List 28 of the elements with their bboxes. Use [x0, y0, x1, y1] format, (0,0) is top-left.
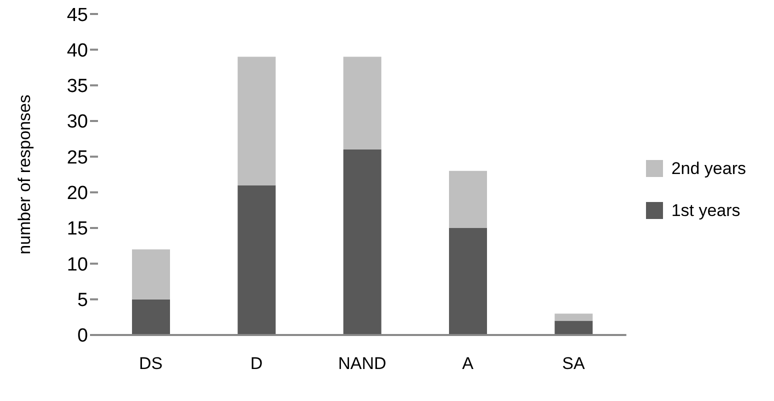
x-tick-label: DS	[139, 354, 163, 374]
y-tick-label: 20	[66, 183, 88, 204]
bar	[132, 249, 170, 300]
bar	[343, 56, 382, 150]
y-tick-label: 35	[66, 76, 88, 98]
y-tick-label: 45	[66, 4, 88, 26]
bar	[448, 170, 487, 228]
x-tick-label: A	[462, 354, 474, 374]
bar	[238, 185, 276, 335]
x-tick-label: D	[250, 354, 263, 374]
y-tick-label: 40	[66, 40, 88, 62]
y-tick-label: 10	[66, 254, 88, 276]
legend-label: 1st years	[671, 200, 740, 220]
bar	[554, 320, 593, 335]
y-tick-label: 25	[66, 147, 88, 168]
x-tick-label: NAND	[338, 354, 386, 374]
bar	[448, 228, 487, 335]
y-tick-label: 5	[77, 290, 88, 312]
bar	[343, 150, 382, 335]
bar	[554, 314, 593, 321]
y-tick-label: 30	[66, 112, 88, 133]
x-tick-label: SA	[562, 354, 586, 374]
y-tick-label: 15	[66, 218, 88, 240]
bar	[132, 299, 170, 335]
bar	[238, 56, 276, 186]
legend-label: 2nd years	[671, 158, 746, 178]
y-axis-title: number of responses	[15, 94, 34, 254]
y-tick-label: 0	[77, 326, 88, 347]
